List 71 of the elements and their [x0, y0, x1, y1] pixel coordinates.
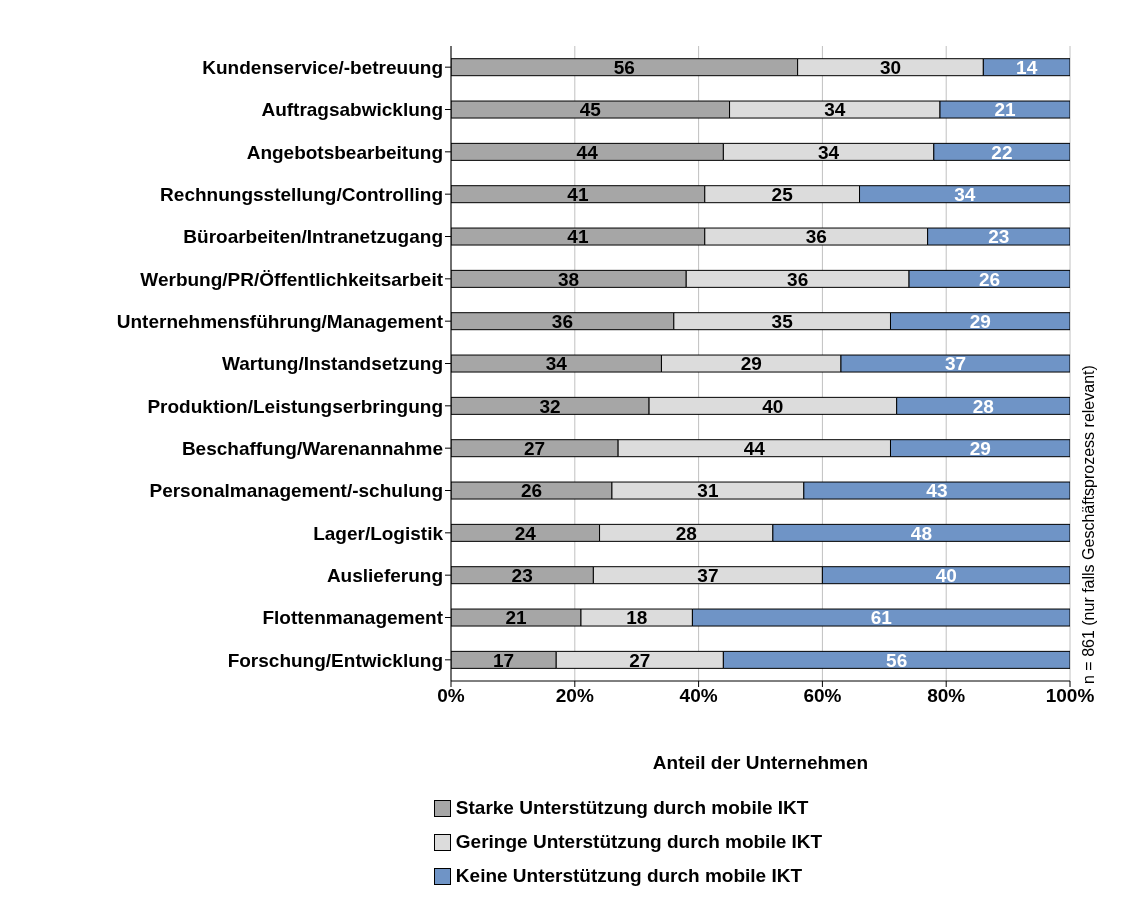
data-label: 37 — [944, 353, 967, 375]
data-label: 36 — [787, 268, 809, 290]
y-tick-label: Produktion/Leistungserbringung — [147, 395, 443, 417]
data-label: 56 — [613, 56, 635, 78]
data-label: 45 — [579, 99, 602, 121]
y-tick-label: Forschung/Entwicklung — [227, 649, 443, 671]
data-label: 44 — [743, 437, 766, 459]
y-tick-label: Unternehmensführung/Management — [116, 310, 444, 332]
data-label: 34 — [545, 353, 568, 375]
data-label: 34 — [824, 99, 846, 121]
data-label: 40 — [935, 564, 957, 586]
data-label: 38 — [558, 268, 580, 290]
data-label: 21 — [505, 607, 527, 629]
y-tick-label: Wartung/Instandsetzung — [222, 353, 443, 375]
y-tick-label: Angebotsbearbeitung — [246, 141, 443, 163]
data-label: 26 — [978, 268, 1001, 290]
text: n = 861 (nur falls Geschäftsprozess relevant) — [1080, 364, 1098, 684]
data-label: 48 — [910, 522, 933, 544]
x-tick-label: 80% — [927, 685, 966, 707]
y-tick-label: Lager/Logistik — [313, 522, 444, 544]
y-tick-label: Büroarbeiten/Intranetzugang — [183, 226, 443, 248]
data-label: 18 — [626, 607, 648, 629]
data-label: 28 — [675, 522, 697, 544]
data-label: 34 — [818, 141, 840, 163]
y-tick-label: Werbung/PR/Öffentlichkeitsarbeit — [140, 268, 444, 290]
data-label: 37 — [697, 564, 719, 586]
data-label: 27 — [523, 437, 546, 459]
y-tick-label: Rechnungsstellung/Controlling — [160, 183, 443, 205]
data-label: 44 — [576, 141, 599, 163]
legend-label: Starke Unterstützung durch mobile IKT — [455, 797, 809, 819]
x-tick-label: 0% — [437, 685, 465, 707]
data-label: 36 — [805, 226, 827, 248]
legend-label: Keine Unterstützung durch mobile IKT — [455, 865, 803, 887]
data-label: 29 — [740, 353, 762, 375]
legend-label: Geringe Unterstützung durch mobile IKT — [455, 831, 823, 853]
data-label: 28 — [972, 395, 994, 417]
x-tick-label: 60% — [803, 685, 842, 707]
y-tick-label: Auftragsabwicklung — [261, 99, 443, 121]
data-label: 21 — [994, 99, 1016, 121]
data-label: 25 — [771, 183, 794, 205]
data-label: 34 — [954, 183, 976, 205]
data-label: 26 — [520, 480, 543, 502]
data-label: 27 — [629, 649, 651, 671]
y-tick-label: Auslieferung — [326, 564, 443, 586]
data-label: 24 — [514, 522, 537, 544]
data-label: 41 — [567, 183, 589, 205]
data-label: 14 — [1016, 56, 1038, 78]
x-tick-label: 20% — [555, 685, 594, 707]
data-label: 29 — [969, 437, 991, 459]
data-label: 31 — [697, 480, 719, 502]
data-label: 22 — [991, 141, 1013, 163]
data-label: 56 — [886, 649, 908, 671]
data-label: 23 — [511, 564, 533, 586]
y-tick-label: Kundenservice/-betreuung — [202, 56, 443, 78]
y-tick-label: Beschaffung/Warenannahme — [181, 437, 443, 459]
data-label: 35 — [771, 310, 794, 332]
x-tick-label: 100% — [1045, 685, 1095, 707]
data-label: 17 — [493, 649, 515, 671]
data-label: 32 — [539, 395, 561, 417]
data-label: 23 — [988, 226, 1010, 248]
x-tick-label: 40% — [679, 685, 718, 707]
data-label: 30 — [879, 56, 902, 78]
x-axis-title: Anteil der Unternehmen — [652, 752, 869, 773]
y-tick-label: Personalmanagement/-schulung — [149, 480, 443, 502]
y-tick-label: Flottenmanagement — [262, 607, 444, 629]
data-label: 41 — [567, 226, 589, 248]
data-label: 29 — [969, 310, 991, 332]
data-label: 61 — [870, 607, 893, 629]
data-label: 36 — [551, 310, 573, 332]
data-label: 40 — [762, 395, 784, 417]
data-label: 43 — [926, 480, 948, 502]
